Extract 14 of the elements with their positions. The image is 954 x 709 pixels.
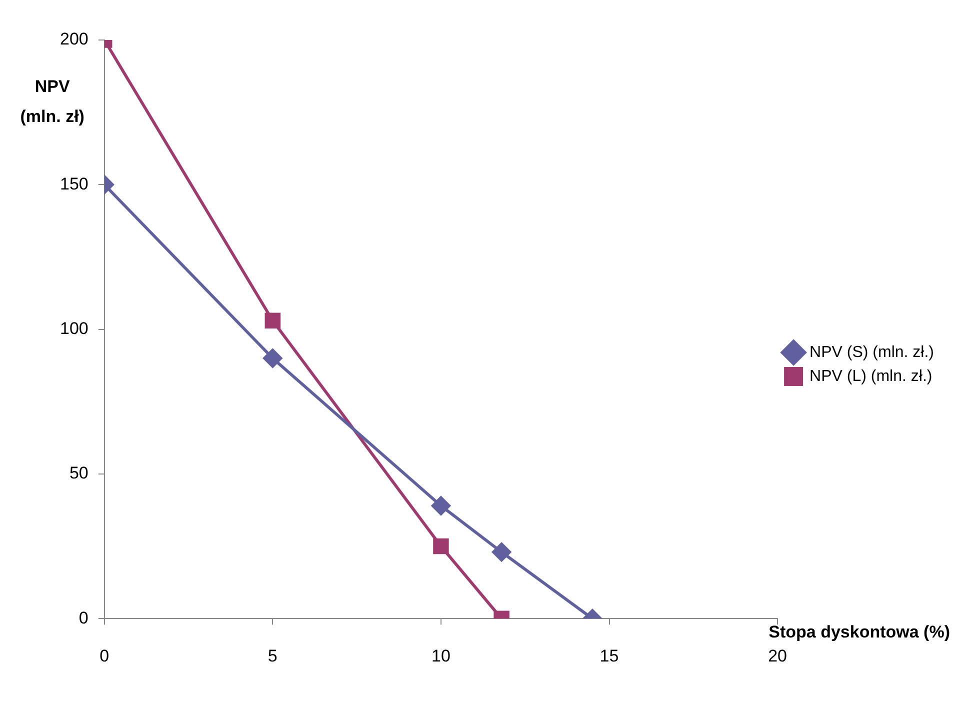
legend-label: NPV (S) (mln. zł.) bbox=[810, 344, 934, 361]
y-tick-label: 200 bbox=[60, 30, 88, 49]
y-tick-label: 50 bbox=[69, 464, 88, 483]
x-tick-label: 5 bbox=[268, 646, 278, 666]
y-tick-label: 100 bbox=[60, 318, 88, 338]
x-axis-title: Stopa dyskontowa (%) bbox=[768, 622, 950, 642]
x-tick-label: 10 bbox=[432, 646, 450, 666]
x-tick-label: 20 bbox=[768, 646, 788, 666]
y-tick-label: 0 bbox=[78, 608, 88, 628]
legend-label: NPV (L) (mln. zł.) bbox=[810, 368, 932, 385]
x-tick-label: 15 bbox=[600, 646, 619, 666]
y-axis-title: NPV (mln. zł) bbox=[20, 77, 84, 126]
y-tick-label: 150 bbox=[60, 174, 88, 194]
x-tick-label: 0 bbox=[100, 646, 110, 666]
